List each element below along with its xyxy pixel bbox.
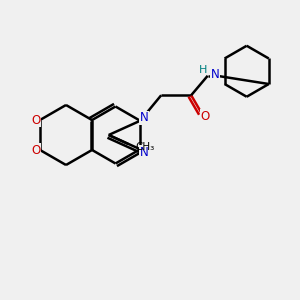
Text: N: N	[211, 68, 220, 81]
Text: CH₃: CH₃	[136, 142, 155, 152]
Text: O: O	[31, 143, 40, 157]
Text: H: H	[199, 65, 207, 75]
Text: O: O	[201, 110, 210, 123]
Text: N: N	[140, 111, 148, 124]
Text: O: O	[31, 113, 40, 127]
Text: N: N	[140, 146, 148, 159]
